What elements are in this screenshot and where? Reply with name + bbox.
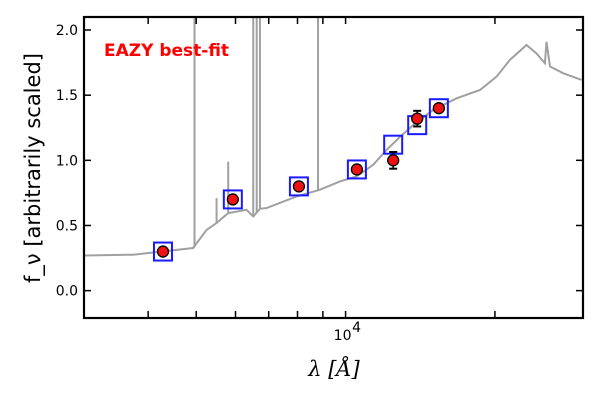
observed-flux-point [292, 180, 306, 193]
x-axis-label: λ [Å] [307, 356, 360, 381]
axis-ticks: 0.0 0.5 1.0 1.5 2.0 10 4 [56, 17, 583, 344]
observed-flux-point [411, 112, 424, 125]
x-tick-label-exponent: 4 [352, 320, 361, 336]
plot-area [84, 17, 583, 262]
synthetic-flux-marker [288, 176, 309, 197]
model-spectrum-line [84, 41, 583, 257]
y-tick-label: 0.0 [56, 284, 78, 300]
synthetic-flux-marker [222, 189, 243, 210]
synthetic-flux-marker [346, 159, 367, 180]
y-tick-label: 1.0 [56, 153, 78, 169]
axes-frame [82, 15, 585, 320]
observed-flux-point [387, 154, 400, 167]
observed-flux-point [432, 102, 446, 115]
synthetic-flux-marker [428, 98, 449, 119]
annotation-label: EAZY best-fit [104, 41, 229, 61]
observed-flux-point [156, 245, 170, 258]
observed-flux-point [226, 193, 239, 206]
y-tick-label: 2.0 [56, 23, 78, 39]
x-tick-label: 10 [334, 328, 352, 344]
y-axis-label: f_ν [arbitrarily scaled] [21, 53, 46, 283]
y-tick-label: 1.5 [56, 88, 78, 104]
y-tick-label: 0.5 [56, 218, 78, 234]
observed-flux-point [350, 163, 364, 176]
synthetic-flux-marker [152, 241, 173, 262]
